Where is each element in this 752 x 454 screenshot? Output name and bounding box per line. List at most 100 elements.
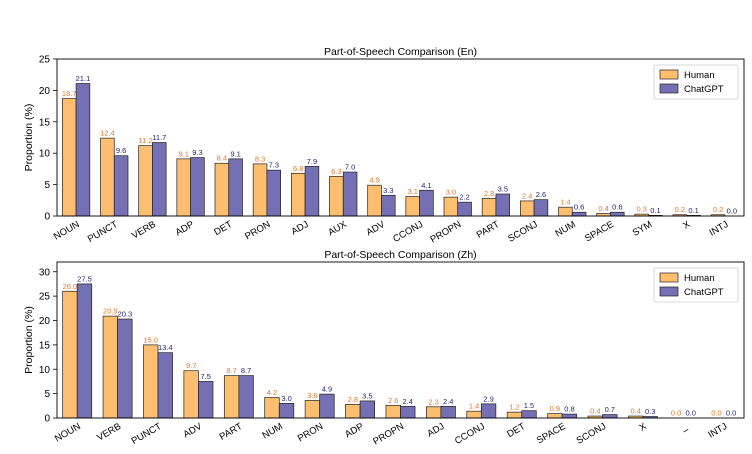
chart1-ytick-label: 20 [39, 86, 51, 97]
chart1-value-label: 7.0 [345, 163, 355, 172]
chart2-value-label: 26.0 [63, 282, 78, 291]
chart1-value-label: 3.3 [383, 186, 393, 195]
chart2-category-label: PRON [296, 421, 325, 444]
chart2-category-label: NOUN [53, 421, 83, 445]
chart2-value-label: 1.5 [524, 401, 534, 410]
chart1-bar-chatgpt [495, 193, 511, 217]
chart1-category-label: VERB [130, 219, 158, 241]
chart1-ytick-label: 25 [39, 55, 51, 66]
chart1-bar-chatgpt [228, 158, 243, 217]
chart2-category-label: INTJ [706, 421, 729, 441]
chart2-ytick-label: 5 [44, 389, 50, 400]
chart2-value-label: 13.4 [158, 343, 173, 352]
chart1-title: Part-of-Speech Comparison (En) [324, 46, 477, 58]
chart1-bar-human [61, 98, 77, 217]
chart2-bar-chatgpt [76, 283, 93, 419]
chart2-category-label: DET [505, 421, 527, 440]
chart2-value-label: 0.3 [645, 407, 655, 416]
chart1-value-label: 3.1 [407, 187, 417, 196]
chart1-value-label: 12.4 [100, 129, 115, 138]
chart1-bar-chatgpt [304, 166, 320, 217]
chart1-value-label: 0.0 [727, 207, 737, 216]
chart2-bar-human [466, 410, 482, 419]
chart1-category-label: X [681, 219, 693, 232]
chart2-category-label: NUM [261, 421, 285, 441]
chart2-category-label: SPACE [535, 421, 568, 446]
chart1-ylabel: Proportion (%) [23, 104, 35, 172]
chart2-ytick-label: 30 [39, 267, 51, 278]
chart1-value-label: 0.6 [574, 203, 584, 212]
chart1-bar-human [290, 172, 306, 217]
chart1-category-label: PUNCT [86, 219, 120, 245]
chart1-ytick-label: 5 [44, 180, 50, 191]
chart1-legend-swatch [659, 69, 679, 80]
chart2-legend-label: Human [684, 273, 715, 284]
chart1-bar-chatgpt [75, 83, 91, 217]
chart1-value-label: 9.1 [230, 149, 240, 158]
chart2-value-label: 20.9 [103, 307, 118, 316]
chart1-value-label: 3.5 [498, 185, 508, 194]
chart1-value-label: 8.4 [217, 154, 227, 163]
chart2-category-label: _ [678, 421, 690, 434]
chart1-value-label: 7.9 [307, 157, 317, 166]
chart2-value-label: 3.5 [362, 391, 372, 400]
chart1-value-label: 0.1 [688, 206, 698, 215]
chart1-category-label: ADV [364, 219, 387, 239]
chart2-value-label: 1.4 [469, 402, 479, 411]
chart1-value-label: 8.3 [255, 154, 265, 163]
chart1-category-label: AUX [326, 219, 349, 239]
chart2-value-label: 2.4 [403, 397, 413, 406]
chart1-value-label: 21.1 [76, 74, 91, 83]
chart2-bar-human [385, 404, 401, 419]
chart2-value-label: 2.6 [388, 396, 398, 405]
chart1-legend-label: Human [684, 70, 715, 81]
chart1-category-label: NOUN [52, 219, 82, 243]
chart1-bar-chatgpt [457, 201, 472, 217]
chart2-value-label: 0.4 [630, 407, 640, 416]
chart2-value-label: 2.3 [428, 397, 438, 406]
chart1-value-label: 0.4 [598, 204, 608, 213]
chart1-value-label: 0.2 [713, 205, 723, 214]
chart2-ytick-label: 10 [39, 365, 51, 376]
chart2-ylabel: Proportion (%) [23, 306, 35, 374]
chart1-bar-human [252, 163, 268, 217]
chart2-bar-chatgpt [198, 381, 214, 419]
chart1-bar-human [405, 196, 420, 217]
chart1-category-label: SPACE [583, 219, 616, 244]
chart1-value-label: 9.1 [178, 149, 188, 158]
chart1-bar-human [176, 158, 191, 217]
chart1-bar-human [367, 184, 382, 217]
chart2-bar-chatgpt [440, 405, 456, 419]
chart2-bar-chatgpt [602, 414, 618, 419]
chart2-bar-chatgpt [521, 410, 537, 419]
chart1-value-label: 3.0 [446, 188, 456, 197]
chart1-bar-human [558, 206, 573, 217]
chart1-value-label: 2.4 [522, 191, 532, 200]
chart2-bar-human [62, 290, 78, 419]
chart2-value-label: 15.0 [143, 335, 158, 344]
chart1-value-label: 9.3 [192, 148, 202, 157]
chart1-ytick-label: 10 [39, 149, 51, 160]
chart2-bar-chatgpt [238, 375, 254, 419]
chart2-bar-human [183, 370, 199, 419]
chart2-bar-human [304, 400, 321, 419]
chart1-value-label: 4.1 [421, 181, 431, 190]
chart2-bar-chatgpt [480, 403, 497, 419]
chart1-value-label: 0.1 [650, 206, 660, 215]
chart1-value-label: 2.2 [459, 193, 469, 202]
chart2-value-label: 1.2 [509, 403, 519, 412]
chart2-bar-chatgpt [278, 403, 295, 419]
chart2-ytick-label: 20 [39, 316, 51, 327]
chart2-value-label: 4.2 [267, 388, 277, 397]
chart2-value-label: 3.6 [307, 391, 317, 400]
chart2-bar-chatgpt [117, 318, 133, 419]
chart2-value-label: 8.7 [241, 366, 251, 375]
chart1-value-label: 7.3 [269, 161, 279, 170]
chart1-value-label: 11.2 [139, 136, 153, 145]
chart2-category-label: PROPN [371, 421, 406, 447]
chart2-ytick-label: 15 [39, 340, 51, 351]
chart2-plot-frame [56, 261, 745, 419]
chart2-value-label: 9.7 [186, 361, 196, 370]
chart2-value-label: 0.4 [590, 407, 600, 416]
